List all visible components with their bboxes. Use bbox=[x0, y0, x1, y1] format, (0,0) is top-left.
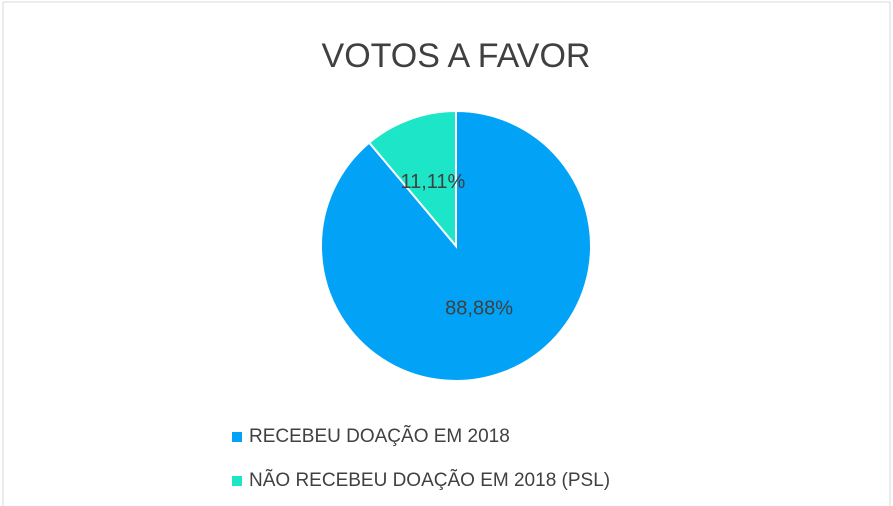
legend-swatch bbox=[232, 432, 242, 442]
chart-title: VOTOS A FAVOR bbox=[322, 37, 591, 75]
data-label: 88,88% bbox=[445, 298, 513, 320]
pie-slice bbox=[367, 109, 457, 249]
data-label: 11,11% bbox=[400, 171, 465, 193]
legend-label: RECEBEU DOAÇÃO EM 2018 bbox=[249, 425, 510, 447]
legend-label: NÃO RECEBEU DOAÇÃO EM 2018 (PSL) bbox=[249, 469, 610, 491]
legend-swatch bbox=[232, 476, 242, 486]
